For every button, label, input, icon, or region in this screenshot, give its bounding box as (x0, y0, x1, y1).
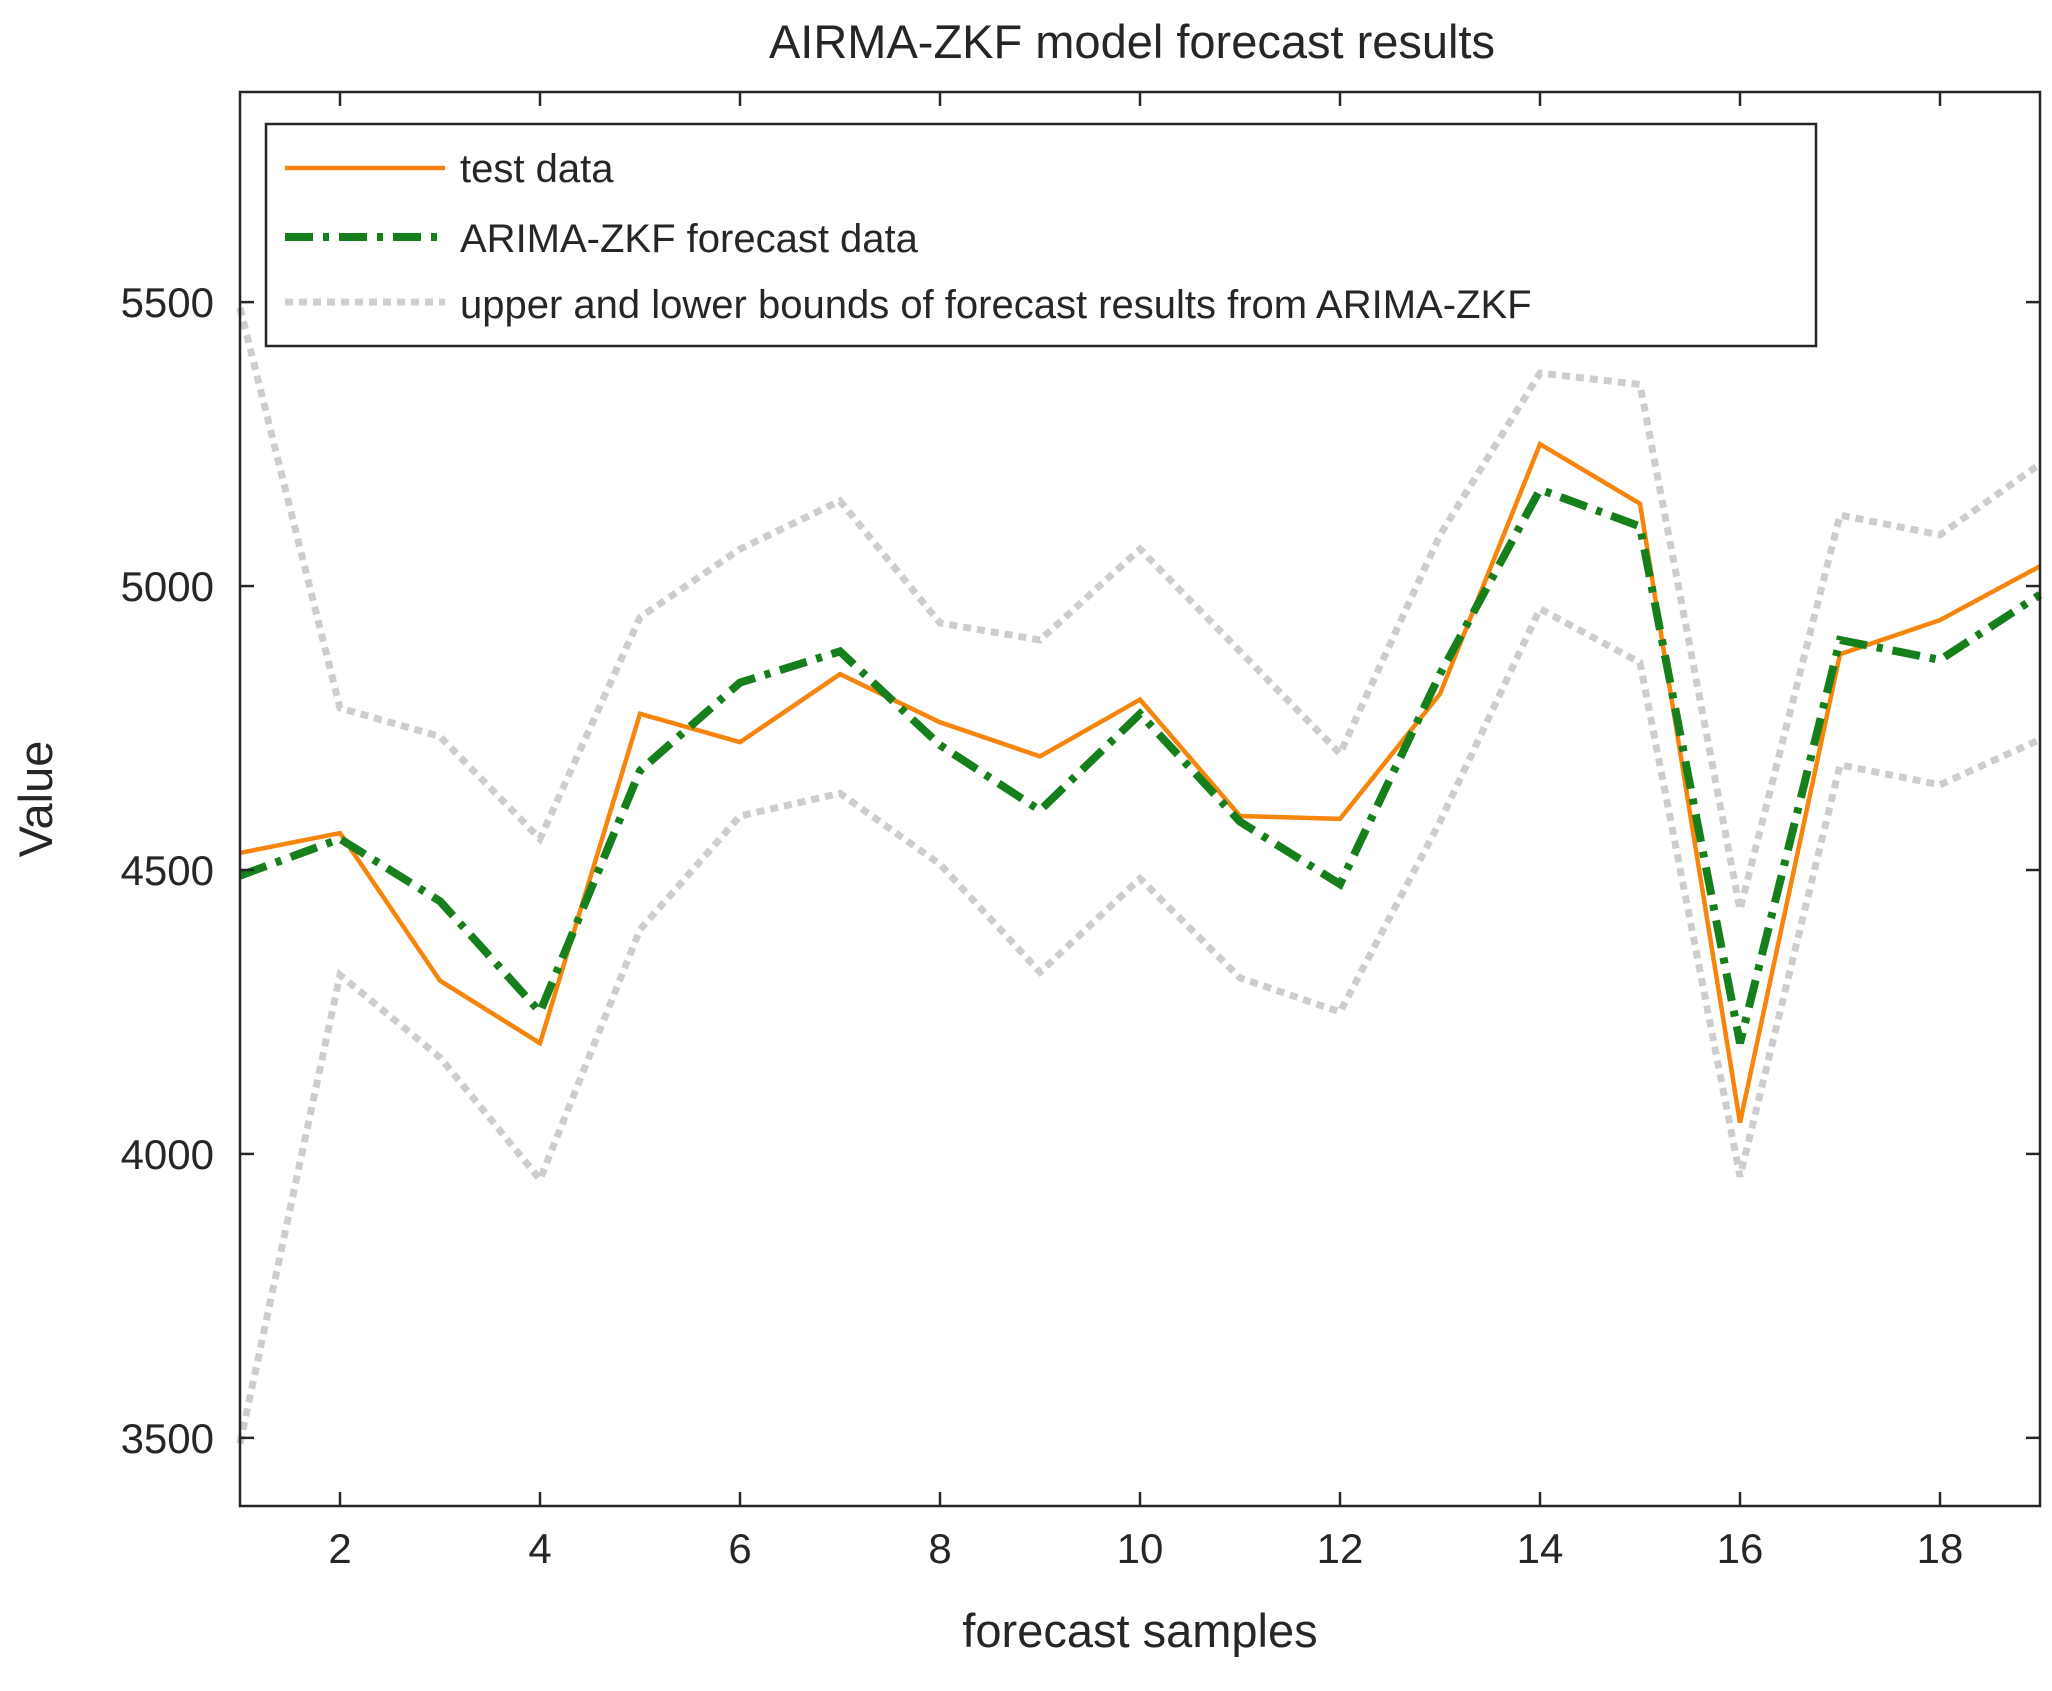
x-tick-label: 4 (528, 1525, 551, 1572)
legend-box (264, 122, 1818, 348)
x-tick-label: 2 (328, 1525, 351, 1572)
chart-title: AIRMA-ZKF model forecast results (769, 15, 1495, 68)
y-tick-label: 4500 (121, 847, 214, 894)
x-tick-label: 6 (728, 1525, 751, 1572)
axis-ticks: 2 4 6 8 10 12 14 16 18 3500 4000 4500 5000 5500 (121, 92, 2040, 1572)
legend-label-bounds: upper and lower bounds of forecast resul… (460, 283, 1532, 327)
series-line-lower-bound (236, 603, 2042, 1445)
x-axis-label: forecast samples (962, 1604, 1317, 1657)
x-tick-label: 16 (1717, 1525, 1764, 1572)
series-line-arima-zkf-forecast-data (238, 484, 2043, 1045)
series-line-test-data (239, 440, 2042, 1124)
legend: test data ARIMA-ZKF forecast data upper … (264, 122, 1818, 348)
x-tick-label: 8 (928, 1525, 951, 1572)
x-tick-label: 14 (1517, 1525, 1564, 1572)
y-tick-label: 5000 (121, 563, 214, 610)
series-line-upper-and-lower-bounds-of-forecast-results-from-arima-zkf (236, 306, 2043, 911)
y-tick-label: 4000 (121, 1131, 214, 1178)
y-tick-label: 3500 (121, 1415, 214, 1462)
legend-label-forecast-data: ARIMA-ZKF forecast data (460, 217, 919, 261)
y-tick-label: 5500 (121, 279, 214, 326)
x-tick-label: 10 (1117, 1525, 1164, 1572)
x-tick-label: 12 (1317, 1525, 1364, 1572)
y-axis-label: Value (9, 741, 62, 858)
x-tick-label: 18 (1917, 1525, 1964, 1572)
series-layer (236, 306, 2043, 1445)
legend-label-test-data: test data (460, 147, 614, 191)
